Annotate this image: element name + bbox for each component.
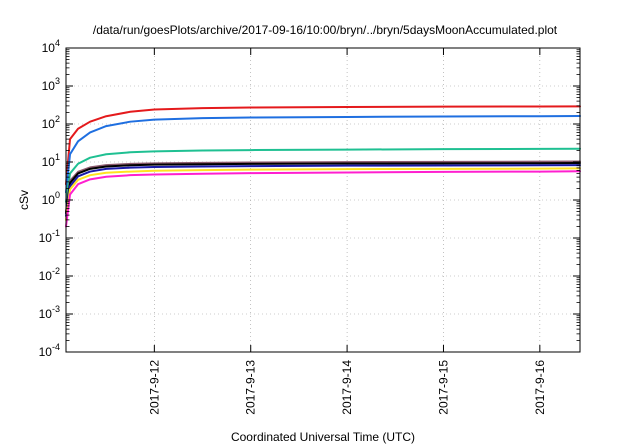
y-tick-label: 10-4 <box>39 342 60 359</box>
y-tick-base: 10 <box>42 41 56 55</box>
series-line <box>65 105 581 186</box>
y-tick-label: 102 <box>42 114 60 131</box>
y-tick-exponent: 1 <box>55 152 60 162</box>
series-group <box>65 105 581 228</box>
y-tick-label: 104 <box>42 38 60 55</box>
y-tick-exponent: 0 <box>55 190 60 200</box>
y-axis-label: cSv <box>17 190 31 210</box>
series-line <box>65 115 581 194</box>
y-tick-label: 101 <box>42 152 60 169</box>
y-tick-base: 10 <box>39 307 53 321</box>
y-tick-exponent: 4 <box>55 38 60 48</box>
y-tick-base: 10 <box>42 117 56 131</box>
y-tick-label: 10-2 <box>39 266 60 283</box>
y-tick-exponent: -4 <box>52 342 60 352</box>
plot-frame <box>65 47 581 353</box>
y-tick-exponent: 3 <box>55 76 60 86</box>
x-tick-label: 2017-9-14 <box>340 360 354 415</box>
series-line <box>65 162 581 215</box>
y-tick-base: 10 <box>42 155 56 169</box>
series-line <box>65 147 581 203</box>
y-tick-exponent: -1 <box>52 228 60 238</box>
series-line <box>65 170 581 228</box>
y-tick-base: 10 <box>42 79 56 93</box>
x-tick-labels: 2017-9-12 2017-9-13 2017-9-14 2017-9-15 2017… <box>147 360 547 415</box>
x-axis-label: Coordinated Universal Time (UTC) <box>231 430 415 444</box>
y-tick-base: 10 <box>42 193 56 207</box>
grid <box>66 48 580 352</box>
y-tick-base: 10 <box>39 345 53 359</box>
x-tick-label: 2017-9-13 <box>244 360 258 415</box>
y-tick-label: 103 <box>42 76 60 93</box>
series-line <box>65 164 581 217</box>
y-tick-exponent: -2 <box>52 266 60 276</box>
y-tick-label: 10-1 <box>39 228 60 245</box>
y-tick-label: 10-3 <box>39 304 60 321</box>
y-tick-label: 100 <box>42 190 60 207</box>
x-tick-label: 2017-9-15 <box>436 360 450 415</box>
series-line <box>65 160 581 213</box>
y-tick-exponent: -3 <box>52 304 60 314</box>
chart-title: /data/run/goesPlots/archive/2017-09-16/1… <box>93 23 558 37</box>
x-tick-label: 2017-9-16 <box>533 360 547 415</box>
x-tick-label: 2017-9-12 <box>147 360 161 415</box>
y-tick-base: 10 <box>39 231 53 245</box>
y-tick-base: 10 <box>39 269 53 283</box>
series-line <box>65 167 581 221</box>
y-tick-exponent: 2 <box>55 114 60 124</box>
